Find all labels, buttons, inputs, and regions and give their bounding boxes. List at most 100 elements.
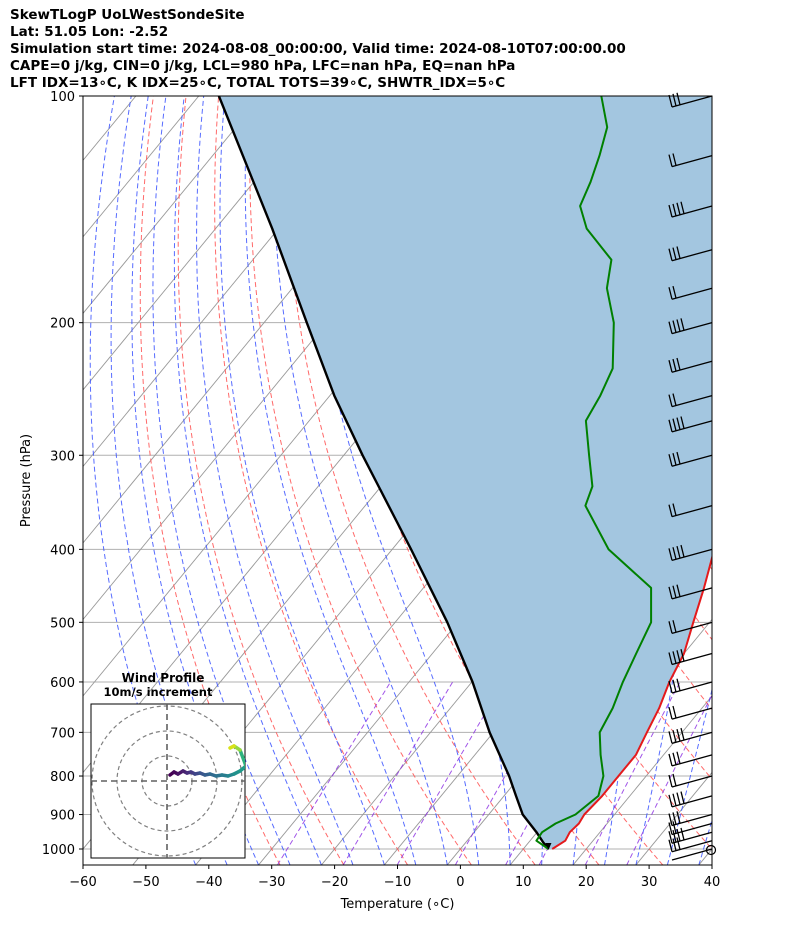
wind-barb-staff xyxy=(671,813,713,827)
wind-barb-flag xyxy=(668,154,673,167)
wind-barb-staff xyxy=(671,681,713,694)
y-tick-label: 500 xyxy=(50,616,75,631)
moist-adiabat-line xyxy=(244,96,417,865)
hodograph-trace-segment xyxy=(238,764,245,773)
wind-barb-flag xyxy=(668,621,673,634)
wind-barb-flag xyxy=(672,358,677,372)
wind-barb-staff xyxy=(671,154,713,168)
wind-barb-flag xyxy=(668,287,673,300)
wind-barb-flag xyxy=(676,202,681,215)
wind-barb-flag xyxy=(668,454,673,467)
wind-barb-flag xyxy=(672,620,677,633)
wind-barb-staff xyxy=(671,754,713,767)
wind-barb-flag xyxy=(676,584,681,597)
wind-barb-flag xyxy=(680,649,685,662)
wind-barb-flag xyxy=(672,247,677,260)
wind-barb-flag xyxy=(668,794,673,808)
wind-barb-flag xyxy=(680,416,685,429)
mixing-ratio-line xyxy=(396,681,505,865)
wind-barb xyxy=(668,416,713,433)
wind-barb xyxy=(668,837,713,853)
y-tick-label: 400 xyxy=(50,543,75,558)
dry-adiabat-line xyxy=(283,96,536,865)
wind-barb-flag xyxy=(672,773,677,787)
wind-barb-staff xyxy=(671,360,713,373)
wind-barb-flag xyxy=(672,418,677,431)
wind-barb-flag xyxy=(672,752,677,765)
wind-barb-flag xyxy=(668,813,673,826)
wind-barb-flag xyxy=(672,705,677,719)
x-tick-label: 30 xyxy=(641,875,658,890)
wind-barb-staff xyxy=(671,840,713,853)
wind-barb-staff xyxy=(671,420,713,433)
wind-barb xyxy=(671,848,713,861)
wind-barb-flag xyxy=(668,731,673,744)
wind-barb-flag xyxy=(668,394,673,407)
mixing-ratio-line xyxy=(454,681,559,865)
wind-barb-flag xyxy=(672,547,677,560)
wind-barb-flag xyxy=(668,204,673,218)
wind-barb-flag xyxy=(668,504,673,517)
wind-barb-flag xyxy=(668,706,673,720)
wind-barb-flag xyxy=(676,357,681,371)
wind-barb-staff xyxy=(671,505,713,518)
wind-barb-flag xyxy=(672,793,677,806)
wind-barb-flag xyxy=(676,650,681,663)
wind-barb xyxy=(668,751,713,767)
mixing-ratio-line xyxy=(626,693,712,865)
wind-barb xyxy=(668,393,713,408)
hodograph-title: Wind Profile xyxy=(122,671,205,685)
wind-barb-flag xyxy=(672,838,677,851)
wind-barb xyxy=(668,318,713,335)
hodograph-trace-segment xyxy=(238,748,245,768)
wind-barb xyxy=(668,705,713,720)
wind-barb-staff xyxy=(671,322,713,335)
mixing-ratio-line xyxy=(277,681,392,865)
wind-barb-flag xyxy=(676,92,681,105)
wind-barb-flag xyxy=(680,318,685,331)
wind-barb-staff xyxy=(671,249,713,262)
wind-barb-staff xyxy=(671,652,713,666)
wind-barb-staff xyxy=(671,621,713,634)
wind-barb-staff xyxy=(671,707,713,720)
wind-barb-flag xyxy=(668,548,673,561)
wind-barb xyxy=(668,285,713,300)
wind-barb-flag xyxy=(672,503,677,516)
dry-adiabat-line xyxy=(177,96,345,865)
wind-barb-flag xyxy=(680,544,685,558)
wind-barb-flag xyxy=(668,839,673,852)
location-text: Lat: 51.05 Lon: -2.52 xyxy=(10,24,169,40)
wind-barb-flag xyxy=(672,812,677,825)
moist-adiabat-line xyxy=(698,818,712,865)
wind-barb xyxy=(668,821,713,836)
y-tick-label: 1000 xyxy=(42,843,75,858)
dewpoint-line xyxy=(535,96,653,850)
wind-barb-staff xyxy=(671,287,713,300)
wind-barb xyxy=(668,827,713,844)
x-tick-label: 0 xyxy=(456,875,464,890)
wind-barb-staff xyxy=(671,822,713,836)
wind-barb-flag xyxy=(668,321,673,334)
wind-barb-flag xyxy=(668,753,673,767)
isotherm-line xyxy=(83,96,263,315)
wind-barb-flag xyxy=(672,651,677,664)
wind-barb xyxy=(668,773,713,788)
wind-barb-flag xyxy=(668,822,673,835)
x-tick-label: −10 xyxy=(384,875,411,890)
wind-barb-flag xyxy=(676,751,681,764)
y-tick-label: 900 xyxy=(50,809,75,824)
wind-barb-flag xyxy=(672,829,677,843)
wind-barb-flag xyxy=(680,827,685,841)
moist-adiabat-line xyxy=(173,96,322,865)
wind-barb-flag xyxy=(676,811,681,824)
x-tick-label: −50 xyxy=(132,875,159,890)
wind-barb-flag xyxy=(672,679,677,693)
wind-barbs xyxy=(668,92,717,861)
wind-barb-staff xyxy=(671,205,713,218)
wind-barb-flag xyxy=(676,319,681,332)
wind-barb xyxy=(668,153,713,168)
x-tick-label: 40 xyxy=(704,875,721,890)
wind-barb xyxy=(668,727,713,744)
